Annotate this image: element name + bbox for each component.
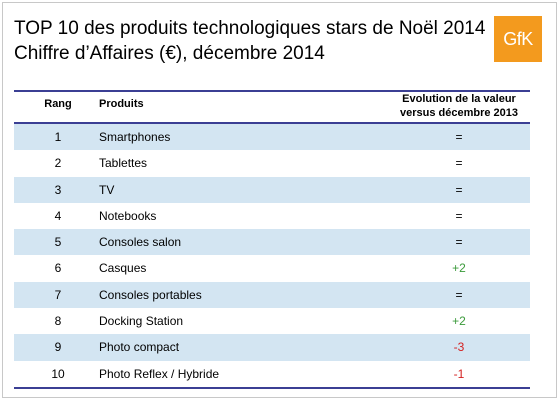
slide-title: TOP 10 des produits technologiques stars…: [14, 16, 485, 66]
slide-frame: [2, 2, 557, 398]
cell-evolution: -3: [453, 340, 465, 355]
cell-rang: 1: [54, 130, 62, 144]
cell-produit: Consoles salon: [99, 235, 182, 250]
header-evolution-line-2: versus décembre 2013: [399, 107, 519, 119]
cell-evolution: =: [455, 130, 463, 144]
header-produits: Produits: [99, 98, 144, 110]
title-line-1: TOP 10 des produits technologiques stars…: [14, 18, 486, 39]
cell-produit: TV: [99, 182, 115, 197]
table-row: 8 Docking Station +2: [14, 308, 530, 334]
gfk-logo: GfK: [494, 16, 542, 62]
cell-rang: 4: [54, 208, 62, 223]
cell-produit: Consoles portables: [99, 287, 202, 302]
cell-produit: Notebooks: [99, 208, 157, 223]
table-row: 1 Smartphones =: [14, 124, 530, 151]
header-evolution-line-1: Evolution de la valeur: [402, 93, 516, 105]
cell-rang: 10: [51, 366, 65, 381]
cell-rang: 2: [54, 156, 62, 171]
cell-evolution: -1: [453, 366, 465, 381]
cell-produit: Smartphones: [99, 130, 171, 144]
cell-rang: 5: [54, 235, 62, 250]
table-row: 5 Consoles salon =: [14, 229, 530, 256]
header-evolution: Evolution de la valeur versus décembre 2…: [359, 92, 559, 120]
cell-rang: 8: [54, 314, 62, 329]
cell-produit: Casques: [99, 261, 147, 276]
table-row: 2 Tablettes =: [14, 150, 530, 176]
cell-produit: Docking Station: [99, 314, 184, 329]
cell-evolution: =: [455, 287, 463, 302]
gfk-logo-text: GfK: [503, 28, 533, 49]
cell-evolution: =: [455, 182, 463, 197]
table-body: 1 Smartphones = 2 Tablettes = 3 TV = 4 Notebooks = 5…: [14, 124, 530, 387]
cell-evolution: +2: [452, 314, 466, 329]
table-row: 6 Casques +2: [14, 255, 530, 281]
cell-rang: 3: [54, 182, 62, 197]
cell-evolution: =: [455, 208, 463, 223]
cell-rang: 6: [54, 261, 62, 276]
cell-produit: Photo compact: [99, 340, 180, 355]
ranking-table: Rang Produits Evolution de la valeur ver…: [14, 90, 530, 389]
table-row: 4 Notebooks =: [14, 203, 530, 229]
cell-produit: Tablettes: [99, 156, 148, 171]
cell-evolution: =: [455, 156, 463, 171]
cell-evolution: +2: [452, 261, 466, 276]
cell-rang: 9: [54, 340, 62, 355]
table-header: Rang Produits Evolution de la valeur ver…: [14, 90, 530, 124]
table-bottom-rule: [14, 386, 530, 389]
table-row: 7 Consoles portables =: [14, 281, 530, 309]
header-rang: Rang: [44, 98, 72, 110]
table-row: 10 Photo Reflex / Hybride -1: [14, 361, 530, 387]
cell-evolution: =: [455, 235, 463, 250]
cell-rang: 7: [54, 287, 62, 302]
cell-produit: Photo Reflex / Hybride: [99, 366, 220, 381]
title-line-2: Chiffre d’Affaires (€), décembre 2014: [14, 43, 325, 64]
table-row: 9 Photo compact -3: [14, 334, 530, 361]
table-row: 3 TV =: [14, 176, 530, 203]
